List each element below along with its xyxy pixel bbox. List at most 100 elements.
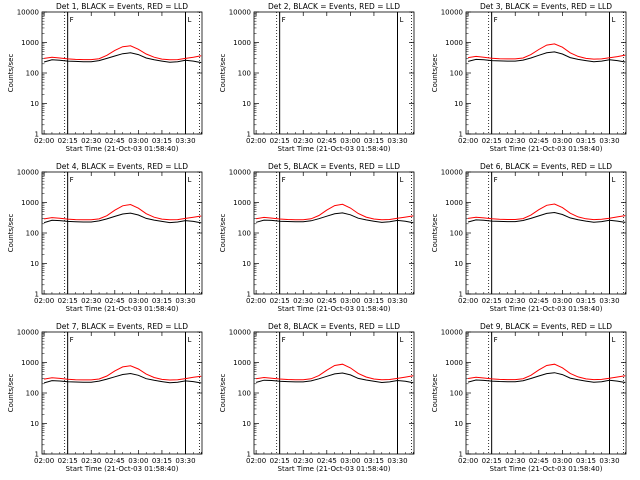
y-tick-label: 10000	[17, 329, 39, 337]
x-tick-label: 03:15	[364, 137, 384, 145]
y-tick-label: 1	[35, 451, 39, 459]
x-tick-label: 03:00	[128, 137, 148, 145]
time-marker-label: L	[188, 16, 192, 24]
x-tick-label: 03:15	[576, 137, 596, 145]
y-tick-label: 1000	[233, 39, 251, 47]
time-marker-label: L	[400, 16, 404, 24]
y-tick-label: 1	[247, 131, 251, 139]
x-tick-label: 02:00	[458, 137, 478, 145]
y-tick-label: 10000	[17, 9, 39, 17]
x-tick-label: 03:15	[364, 457, 384, 465]
series-lld-line	[256, 363, 414, 381]
time-marker-label: L	[188, 336, 192, 344]
x-tick-label: 02:45	[317, 137, 337, 145]
time-marker-label: F	[494, 176, 498, 184]
x-tick-label: 02:00	[246, 457, 266, 465]
y-tick-label: 10	[454, 100, 463, 108]
plot-frame	[41, 331, 203, 455]
x-tick-label: 03:30	[175, 457, 195, 465]
y-tick-label: 1	[247, 291, 251, 299]
x-tick-label: 03:15	[152, 137, 172, 145]
x-tick-label: 03:30	[175, 297, 195, 305]
time-marker-label: L	[400, 336, 404, 344]
x-tick-label: 02:15	[270, 457, 290, 465]
x-tick-label: 02:15	[270, 137, 290, 145]
x-tick-label: 03:00	[552, 137, 572, 145]
x-tick-label: 02:15	[270, 297, 290, 305]
y-tick-label: 100	[450, 230, 463, 238]
series-events-line	[255, 212, 414, 224]
x-tick-label: 02:00	[34, 457, 54, 465]
x-tick-label: 02:45	[105, 297, 125, 305]
x-tick-label: 02:00	[246, 297, 266, 305]
time-marker-label: L	[612, 336, 616, 344]
plot-frame	[253, 331, 415, 455]
x-tick-label: 03:30	[387, 297, 407, 305]
y-tick-label: 1	[459, 131, 463, 139]
series-events-line	[467, 51, 626, 63]
y-tick-label: 1000	[233, 359, 251, 367]
y-tick-label: 100	[450, 390, 463, 398]
detector-panel-8: Det 8, BLACK = Events, RED = LLD 02:00 02:…	[219, 322, 415, 473]
series-events-line	[255, 372, 414, 384]
x-tick-label: 02:45	[529, 297, 549, 305]
x-tick-label: 02:30	[293, 457, 313, 465]
y-tick-label: 1000	[21, 359, 39, 367]
time-marker-label: F	[282, 336, 286, 344]
x-tick-label: 02:45	[105, 137, 125, 145]
y-tick-label: 10000	[17, 169, 39, 177]
y-tick-label: 1	[247, 451, 251, 459]
panel-title: Det 1, BLACK = Events, RED = LLD	[56, 2, 188, 11]
panel-title: Det 2, BLACK = Events, RED = LLD	[268, 2, 400, 11]
y-tick-label: 10	[30, 100, 39, 108]
y-tick-label: 10000	[441, 329, 463, 337]
x-axis-label: Start Time (21-Oct-03 01:58:40)	[490, 465, 603, 473]
x-tick-label: 03:00	[340, 457, 360, 465]
x-tick-label: 02:30	[293, 137, 313, 145]
series-lld-line	[256, 203, 414, 221]
y-axis-label: Counts/sec	[431, 54, 439, 93]
x-tick-label: 03:30	[599, 137, 619, 145]
plot-frame	[41, 11, 203, 135]
x-tick-label: 03:15	[364, 297, 384, 305]
x-tick-label: 02:00	[458, 297, 478, 305]
x-tick-label: 02:45	[317, 457, 337, 465]
detector-panel-5: Det 5, BLACK = Events, RED = LLD 02:00 02:…	[219, 162, 415, 313]
series-events-line	[43, 372, 202, 384]
y-tick-label: 1	[35, 131, 39, 139]
y-tick-label: 10	[242, 260, 251, 268]
y-tick-label: 10000	[229, 169, 251, 177]
plot-frame	[253, 171, 415, 295]
y-tick-label: 100	[26, 230, 39, 238]
y-axis-label: Counts/sec	[219, 374, 227, 413]
x-tick-label: 02:15	[482, 457, 502, 465]
x-tick-label: 03:30	[599, 297, 619, 305]
x-tick-label: 03:15	[152, 297, 172, 305]
series-events-line	[467, 372, 626, 383]
y-axis-label: Counts/sec	[7, 374, 15, 413]
series-lld-line	[44, 203, 202, 221]
x-axis-label: Start Time (21-Oct-03 01:58:40)	[278, 305, 391, 313]
x-tick-label: 02:00	[246, 137, 266, 145]
time-marker-label: L	[188, 176, 192, 184]
y-axis-label: Counts/sec	[431, 374, 439, 413]
y-tick-label: 1000	[233, 199, 251, 207]
x-tick-label: 03:30	[387, 137, 407, 145]
panel-title: Det 5, BLACK = Events, RED = LLD	[268, 162, 400, 171]
y-axis-label: Counts/sec	[219, 54, 227, 93]
time-marker-label: L	[400, 176, 404, 184]
y-tick-label: 1000	[445, 39, 463, 47]
y-tick-label: 10000	[441, 9, 463, 17]
y-tick-label: 1000	[445, 199, 463, 207]
detector-panel-1: Det 1, BLACK = Events, RED = LLD 02:00 02:…	[7, 2, 203, 153]
x-axis-label: Start Time (21-Oct-03 01:58:40)	[66, 465, 179, 473]
series-events-line	[43, 212, 202, 224]
x-tick-label: 03:15	[152, 457, 172, 465]
x-axis-label: Start Time (21-Oct-03 01:58:40)	[66, 145, 179, 153]
x-tick-label: 02:00	[34, 297, 54, 305]
x-axis-label: Start Time (21-Oct-03 01:58:40)	[66, 305, 179, 313]
x-tick-label: 02:30	[505, 297, 525, 305]
plot-frame	[465, 11, 627, 135]
time-marker-label: F	[282, 16, 286, 24]
x-tick-label: 02:30	[81, 137, 101, 145]
